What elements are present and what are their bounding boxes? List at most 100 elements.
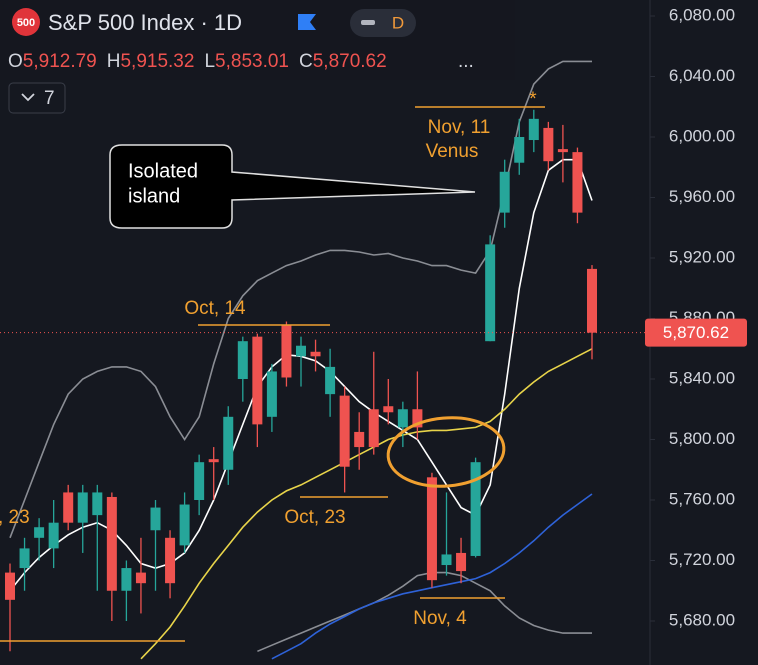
badge-text: 500 bbox=[17, 17, 35, 29]
annotation: * bbox=[529, 89, 537, 110]
candle bbox=[354, 412, 365, 470]
candle-body bbox=[135, 572, 146, 584]
candle-body bbox=[106, 496, 117, 591]
callout-text: Isolated bbox=[128, 160, 198, 182]
candle-body bbox=[237, 341, 248, 379]
candle-body bbox=[296, 345, 306, 357]
indicators-button[interactable] bbox=[8, 82, 66, 114]
toggle-dash bbox=[361, 20, 375, 25]
candle-body bbox=[456, 552, 467, 572]
candle bbox=[368, 351, 379, 455]
annotation: Oct, 14 bbox=[184, 298, 246, 319]
badge bbox=[12, 8, 40, 36]
candle bbox=[266, 363, 277, 432]
candle bbox=[543, 121, 554, 171]
ohlc-key: C bbox=[299, 51, 313, 72]
candle bbox=[208, 447, 219, 500]
candle-body bbox=[281, 324, 292, 378]
candle bbox=[281, 321, 292, 387]
plot-area bbox=[0, 15, 655, 660]
candle-body bbox=[194, 462, 205, 500]
candle-body bbox=[543, 127, 554, 162]
candle-body bbox=[485, 244, 496, 342]
highlight-ellipse bbox=[386, 416, 506, 488]
candle bbox=[34, 518, 45, 561]
candle bbox=[106, 492, 117, 621]
candle-body bbox=[310, 351, 321, 357]
candle-body bbox=[557, 149, 568, 153]
annotation: , 23 bbox=[0, 507, 30, 528]
ohlc-value: 5,915.32 bbox=[120, 51, 194, 72]
header: 500 S&P 500 Index · 1D D O5,912.79 H5,915… bbox=[0, 0, 515, 114]
candle bbox=[441, 492, 452, 576]
candle-body bbox=[179, 504, 190, 546]
candle-body bbox=[383, 406, 394, 413]
candle bbox=[339, 386, 350, 493]
candle-body bbox=[528, 118, 539, 141]
ohlc: O5,912.79 H5,915.32 L5,853.01 C5,870.62 bbox=[8, 51, 387, 72]
candle-body bbox=[208, 459, 219, 463]
toggle[interactable] bbox=[350, 9, 416, 37]
candle bbox=[325, 348, 336, 417]
candle-body bbox=[34, 527, 45, 538]
candle bbox=[528, 109, 539, 153]
y-tick-label: 5,800.00 bbox=[669, 429, 735, 448]
candle bbox=[383, 379, 394, 425]
annotation: Venus bbox=[426, 141, 479, 162]
flag-icon[interactable] bbox=[298, 14, 316, 30]
candle bbox=[485, 235, 496, 342]
last-price-tag bbox=[645, 318, 747, 347]
header-bg bbox=[0, 0, 515, 80]
y-tick-label: 6,040.00 bbox=[669, 66, 735, 85]
candle-body bbox=[470, 462, 481, 556]
candle bbox=[296, 336, 306, 387]
candle bbox=[572, 147, 583, 224]
candle-body bbox=[514, 137, 525, 163]
candle bbox=[63, 484, 74, 531]
annotation: Nov, 11 bbox=[428, 117, 491, 138]
symbol-title[interactable]: S&P 500 Index · 1D bbox=[48, 10, 242, 35]
candle bbox=[252, 333, 263, 448]
callout-text: island bbox=[128, 185, 180, 207]
annotation: Nov, 4 bbox=[413, 608, 467, 629]
indicator-line bbox=[140, 348, 593, 660]
more[interactable]: ... bbox=[458, 51, 474, 72]
candle-body bbox=[354, 431, 365, 448]
candle-body bbox=[572, 152, 583, 213]
candle bbox=[48, 500, 59, 569]
annotation: Oct, 23 bbox=[284, 507, 345, 528]
candle bbox=[135, 537, 146, 614]
candle-body bbox=[5, 572, 15, 600]
candle bbox=[165, 530, 176, 599]
candle bbox=[179, 492, 190, 553]
indicator-line bbox=[257, 571, 592, 653]
candle bbox=[194, 454, 205, 516]
ohlc-value: 5,853.01 bbox=[215, 51, 289, 72]
candle bbox=[223, 406, 234, 485]
chevron bbox=[21, 93, 35, 102]
candle bbox=[499, 159, 510, 228]
candle-body bbox=[252, 336, 263, 425]
candle-body bbox=[441, 554, 452, 566]
candle bbox=[92, 484, 103, 591]
ohlc-key: O bbox=[8, 51, 23, 72]
toggle-label[interactable]: D bbox=[392, 13, 404, 32]
indicator-line bbox=[9, 60, 592, 539]
y-tick-label: 6,080.00 bbox=[669, 5, 735, 24]
ohlc-key: L bbox=[204, 51, 215, 72]
candle bbox=[557, 124, 568, 183]
candle-body bbox=[150, 507, 161, 531]
candle-body bbox=[63, 492, 74, 523]
y-tick-label: 5,680.00 bbox=[669, 610, 735, 629]
ohlc-value: 5,912.79 bbox=[23, 51, 97, 72]
candle-body bbox=[77, 492, 88, 523]
candle bbox=[456, 537, 467, 584]
candle-body bbox=[587, 268, 597, 333]
candle bbox=[19, 537, 30, 591]
candle bbox=[77, 484, 88, 553]
candle-body bbox=[412, 409, 423, 428]
last-price-label: 5,870.62 bbox=[663, 323, 729, 342]
y-tick-label: 5,960.00 bbox=[669, 187, 735, 206]
candle-body bbox=[499, 171, 510, 213]
